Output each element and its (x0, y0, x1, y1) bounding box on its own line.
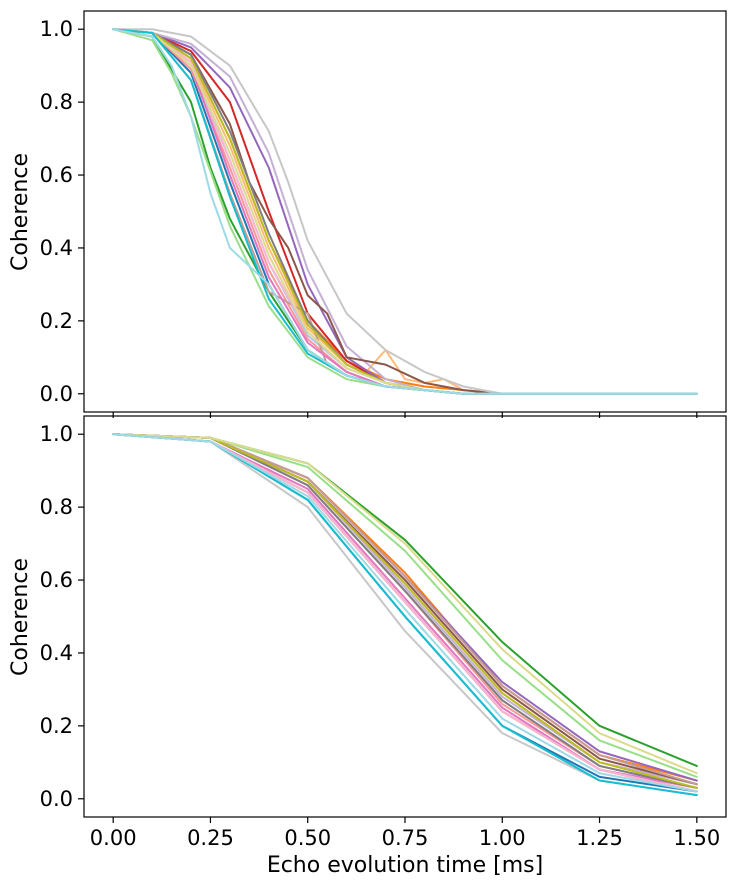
x-tick-label: 1.50 (673, 826, 720, 850)
y-tick-label: 0.6 (40, 568, 73, 592)
y-tick-label: 0.2 (40, 714, 73, 738)
top-panel: 0.0 0.2 0.4 0.6 0.8 1.0 (40, 10, 727, 418)
series-line-20 (112, 433, 698, 793)
series-line-16 (112, 433, 698, 797)
ylabel-bottom: Coherence (8, 558, 33, 676)
y-tick-label: 1.0 (40, 422, 73, 446)
x-tick-label: 0.75 (382, 826, 429, 850)
x-tick-label: 0.25 (187, 826, 234, 850)
series-line-20 (112, 28, 698, 395)
x-tick-label: 0.00 (90, 826, 137, 850)
series-line-18 (112, 433, 698, 775)
series-line-15 (112, 433, 698, 789)
series-line-19 (112, 433, 698, 797)
plot-frame (83, 10, 727, 413)
bottom-panel: 0.0 0.2 0.4 0.6 0.8 1.0 0.00 0.25 0.50 0.75 1.00 1.… (40, 415, 727, 850)
series-line-8 (112, 433, 698, 789)
y-tick-label: 1.0 (40, 17, 73, 41)
series-line-2 (112, 433, 698, 789)
series-line-9 (112, 433, 698, 782)
series-line-5 (112, 433, 698, 767)
y-tick-label: 0.4 (40, 641, 73, 665)
y-tick-label: 0.0 (40, 787, 73, 811)
ylabel-top: Coherence (8, 153, 33, 271)
x-tick-label: 1.25 (576, 826, 623, 850)
series-line-13 (112, 433, 698, 789)
y-tick-label: 0.6 (40, 163, 73, 187)
y-tick-label: 0.4 (40, 236, 73, 260)
xlabel: Echo evolution time [ms] (267, 853, 543, 878)
x-tick-label: 0.50 (284, 826, 331, 850)
y-tick-label: 0.8 (40, 90, 73, 114)
y-tick-label: 0.0 (40, 382, 73, 406)
series-line-11 (112, 28, 698, 395)
series-line-3 (112, 433, 698, 782)
y-tick-label: 0.8 (40, 495, 73, 519)
x-tick-label: 1.00 (479, 826, 526, 850)
series-line-6 (112, 433, 698, 778)
y-tick-label: 0.2 (40, 309, 73, 333)
series-line-4 (112, 28, 698, 395)
series-line-17 (112, 433, 698, 789)
series-line-16 (112, 28, 698, 395)
